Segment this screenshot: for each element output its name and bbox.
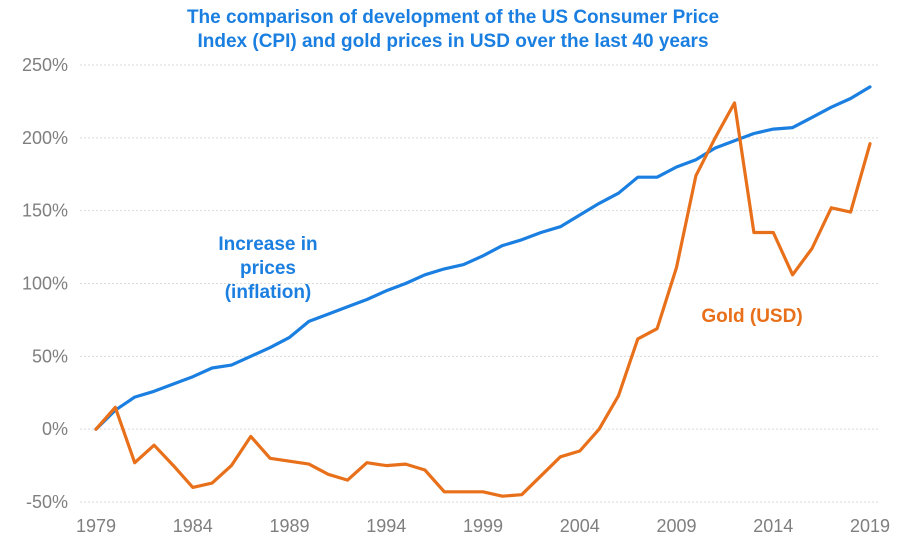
- y-tick-label: -50%: [26, 492, 68, 512]
- x-tick-label: 1999: [463, 516, 503, 536]
- annotations: Increase in prices (inflation) Gold (USD): [218, 234, 802, 327]
- x-axis-ticks: 1979 1984 1989 1994 1999 2004 2009 2014 2019: [76, 516, 890, 536]
- annotation-gold: Gold (USD): [701, 306, 802, 327]
- x-tick-label: 1994: [366, 516, 406, 536]
- annotation-inflation: Increase in prices (inflation): [218, 234, 317, 303]
- y-tick-label: 250%: [22, 55, 68, 75]
- x-tick-label: 1984: [173, 516, 213, 536]
- x-tick-label: 2004: [560, 516, 600, 536]
- x-tick-label: 2019: [850, 516, 890, 536]
- y-tick-label: 200%: [22, 128, 68, 148]
- chart-title-line-2: Index (CPI) and gold prices in USD over …: [197, 31, 709, 52]
- x-tick-label: 2009: [656, 516, 696, 536]
- y-tick-label: 0%: [42, 419, 68, 439]
- y-tick-label: 100%: [22, 274, 68, 294]
- annotation-line: prices: [240, 258, 296, 279]
- annotation-line: Gold (USD): [701, 306, 802, 327]
- series-lines: [94, 85, 872, 498]
- annotation-line: Increase in: [218, 234, 317, 255]
- x-tick-label: 1989: [269, 516, 309, 536]
- gridlines: [80, 64, 880, 503]
- y-axis-ticks: -50% 0% 50% 100% 150% 200% 250%: [22, 55, 68, 512]
- series-line-gold: [94, 101, 872, 498]
- x-tick-label: 2014: [753, 516, 793, 536]
- y-tick-label: 150%: [22, 201, 68, 221]
- annotation-line: (inflation): [225, 282, 312, 303]
- x-tick-label: 1979: [76, 516, 116, 536]
- y-tick-label: 50%: [32, 346, 68, 366]
- chart-title-line-1: The comparison of development of the US …: [186, 7, 720, 28]
- chart-title: The comparison of development of the US …: [0, 6, 906, 54]
